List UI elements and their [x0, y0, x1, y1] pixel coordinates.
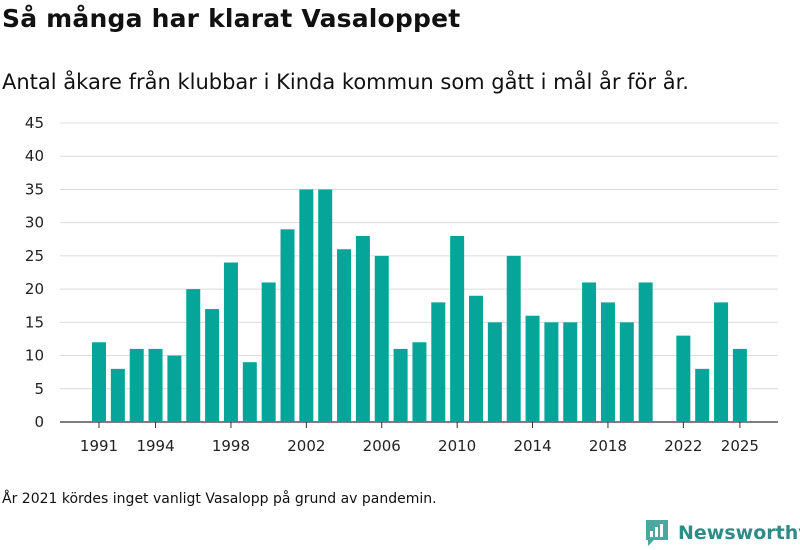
- bar-2003: [318, 189, 333, 422]
- chart-title: Så många har klarat Vasaloppet: [2, 4, 461, 33]
- bar-2010: [450, 235, 465, 422]
- x-tick-label: 1994: [136, 437, 174, 455]
- x-tick-label: 1991: [80, 437, 118, 455]
- bar-2002: [299, 189, 314, 422]
- bar-2008: [412, 342, 427, 422]
- bar-2012: [487, 322, 502, 422]
- y-tick-label: 35: [25, 180, 44, 198]
- chart-subtitle: Antal åkare från klubbar i Kinda kommun …: [2, 70, 689, 94]
- bar-2006: [374, 255, 389, 422]
- x-tick-label: 2010: [438, 437, 476, 455]
- x-tick-label: 2022: [664, 437, 702, 455]
- bar-2009: [431, 302, 446, 422]
- y-tick-label: 20: [25, 280, 44, 298]
- y-tick-label: 5: [34, 380, 44, 398]
- footnote: År 2021 kördes inget vanligt Vasalopp på…: [2, 491, 437, 507]
- bar-2017: [582, 282, 597, 422]
- bar-1996: [186, 289, 201, 422]
- bar-2024: [714, 302, 729, 422]
- bar-1991: [92, 342, 106, 422]
- x-tick-label: 2006: [363, 437, 401, 455]
- bar-2019: [619, 322, 634, 422]
- bar-2013: [506, 255, 521, 422]
- bar-2000: [261, 282, 276, 422]
- grid-lines: [60, 122, 778, 423]
- bar-2005: [355, 235, 370, 422]
- newsworthy-logo-icon: [646, 520, 668, 546]
- bar-2022: [676, 335, 691, 422]
- bar-1997: [205, 309, 220, 422]
- bars: [92, 189, 747, 422]
- bar-2020: [638, 282, 653, 422]
- bar-2007: [393, 348, 408, 422]
- bar-1998: [223, 262, 238, 422]
- x-tick-label: 2018: [589, 437, 627, 455]
- x-tick-label: 1998: [212, 437, 250, 455]
- bar-1999: [242, 362, 257, 422]
- brand-name: Newsworthy: [678, 522, 800, 544]
- bar-2015: [544, 322, 559, 422]
- bar-2025: [732, 348, 747, 422]
- bar-2016: [563, 322, 578, 422]
- bar-2018: [600, 302, 615, 422]
- bar-2023: [695, 368, 710, 422]
- y-tick-label: 45: [25, 114, 44, 132]
- y-tick-label: 40: [25, 147, 44, 165]
- x-tick-label: 2002: [287, 437, 325, 455]
- x-axis-ticks: 1991 1994 1998 2002 2006 2010 2014 2018 2022 2025: [80, 422, 759, 455]
- x-tick-label: 2025: [721, 437, 759, 455]
- y-tick-label: 10: [25, 347, 44, 365]
- bar-2001: [280, 229, 295, 422]
- bar-1995: [167, 355, 182, 422]
- y-tick-label: 30: [25, 214, 44, 232]
- bar-1992: [110, 368, 125, 422]
- bar-2011: [469, 295, 483, 422]
- bar-1994: [148, 348, 163, 422]
- y-axis-ticks: 0 5 10 15 20 25 30 35 40 45: [25, 114, 44, 431]
- y-tick-label: 15: [25, 313, 44, 331]
- bar-1993: [129, 348, 144, 422]
- bar-2014: [525, 315, 540, 422]
- x-tick-label: 2014: [513, 437, 551, 455]
- y-tick-label: 0: [34, 413, 44, 431]
- y-tick-label: 25: [25, 247, 44, 265]
- newsworthy-logo[interactable]: Newsworthy: [644, 518, 800, 548]
- bar-2004: [337, 249, 352, 422]
